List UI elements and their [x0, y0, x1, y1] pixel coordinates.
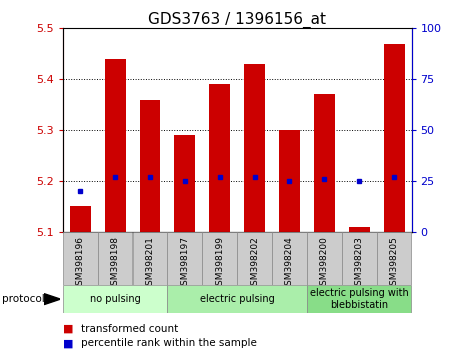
Bar: [63, 285, 167, 313]
Bar: [244, 64, 265, 232]
Bar: [307, 285, 412, 313]
Bar: [105, 59, 126, 232]
Text: percentile rank within the sample: percentile rank within the sample: [81, 338, 257, 348]
Text: ■: ■: [63, 324, 73, 333]
Text: GSM398196: GSM398196: [76, 236, 85, 291]
Bar: [174, 135, 195, 232]
Text: GSM398197: GSM398197: [180, 236, 189, 291]
Text: electric pulsing with
blebbistatin: electric pulsing with blebbistatin: [310, 288, 409, 310]
Bar: [202, 232, 237, 285]
Bar: [279, 130, 300, 232]
Text: protocol: protocol: [2, 294, 45, 304]
Bar: [98, 232, 133, 285]
Text: GSM398200: GSM398200: [320, 236, 329, 291]
Bar: [70, 206, 91, 232]
Bar: [272, 232, 307, 285]
Text: GSM398204: GSM398204: [285, 236, 294, 291]
Text: GSM398201: GSM398201: [146, 236, 154, 291]
Bar: [237, 232, 272, 285]
Text: ■: ■: [63, 338, 73, 348]
Text: GSM398203: GSM398203: [355, 236, 364, 291]
Text: GSM398199: GSM398199: [215, 236, 224, 291]
Polygon shape: [44, 294, 60, 304]
Bar: [140, 99, 160, 232]
Text: GSM398202: GSM398202: [250, 236, 259, 291]
Title: GDS3763 / 1396156_at: GDS3763 / 1396156_at: [148, 12, 326, 28]
Bar: [384, 44, 405, 232]
Bar: [209, 84, 230, 232]
Text: no pulsing: no pulsing: [90, 294, 140, 304]
Bar: [314, 95, 335, 232]
Bar: [307, 232, 342, 285]
Bar: [342, 232, 377, 285]
Bar: [63, 232, 98, 285]
Text: GSM398198: GSM398198: [111, 236, 120, 291]
Bar: [133, 232, 167, 285]
Bar: [349, 227, 370, 232]
Bar: [167, 285, 307, 313]
Text: GSM398205: GSM398205: [390, 236, 399, 291]
Bar: [377, 232, 412, 285]
Text: electric pulsing: electric pulsing: [200, 294, 274, 304]
Bar: [167, 232, 202, 285]
Text: transformed count: transformed count: [81, 324, 179, 333]
